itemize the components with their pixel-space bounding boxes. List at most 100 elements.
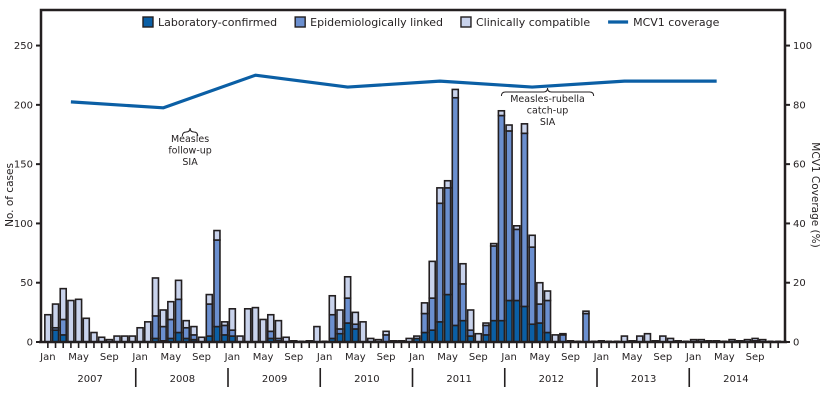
bar-clin <box>420 302 429 315</box>
bar-clin <box>559 332 567 336</box>
bar-clin <box>443 179 452 189</box>
x-year-label: 2012 <box>539 374 564 385</box>
bar-lab <box>520 305 529 343</box>
annotation-text: catch-up <box>527 106 569 117</box>
x-month-label: Sep <box>192 352 211 363</box>
bar-clin <box>543 290 552 302</box>
legend: Laboratory-confirmed Epidemiologically li… <box>142 16 720 29</box>
bar-lab <box>451 324 460 343</box>
bar-stack <box>313 325 321 343</box>
bar-stack <box>220 321 229 343</box>
bar-stack <box>174 279 183 343</box>
bar-stack <box>520 123 529 343</box>
y-tick-label: 250 <box>14 41 33 52</box>
bar-lab <box>489 319 498 343</box>
bar-clin <box>243 307 252 343</box>
coverage-line-layer <box>70 73 717 110</box>
annotation-text: Measles <box>171 134 209 145</box>
legend-label: MCV1 coverage <box>633 16 719 29</box>
bar-clin <box>159 309 167 328</box>
bar-epi <box>159 325 167 342</box>
bar-clin <box>382 330 390 336</box>
bar-lab <box>505 299 513 343</box>
bar-epi <box>220 324 229 336</box>
bar-stack <box>351 311 360 343</box>
legend-label: Clinically compatible <box>476 16 590 29</box>
bar-stack <box>497 109 506 343</box>
bar-clin <box>343 275 352 299</box>
bar-clin <box>482 322 490 327</box>
bar-stack <box>159 309 167 343</box>
bar-epi <box>512 228 521 302</box>
legend-swatch <box>460 16 472 28</box>
x-month-label: Sep <box>653 352 672 363</box>
bar-clin <box>182 319 191 329</box>
bar-clin <box>520 123 529 135</box>
bar-lab <box>512 299 521 343</box>
x-month-label: May <box>68 352 89 363</box>
x-year-label: 2009 <box>262 374 287 385</box>
bar-clin <box>151 277 160 317</box>
x-month-label: Sep <box>561 352 580 363</box>
bar-stack <box>143 321 152 343</box>
bar-epi <box>328 313 337 340</box>
bar-clin <box>143 321 152 343</box>
bar-clin <box>505 124 513 132</box>
bar-stack <box>336 309 344 343</box>
bar-lab <box>51 329 60 343</box>
x-month-label: Jan <box>408 352 424 363</box>
legend-item-epi: Epidemiologically linked <box>294 16 443 29</box>
bar-clin <box>428 260 437 299</box>
x-month-label: May <box>345 352 366 363</box>
bar-stack <box>243 307 252 343</box>
x-month-label: Sep <box>377 352 396 363</box>
bar-clin <box>313 325 321 343</box>
bar-epi <box>167 318 175 340</box>
x-month-label: Jan <box>224 352 240 363</box>
bar-stack <box>582 310 590 343</box>
bar-epi <box>466 329 475 337</box>
bar-clin <box>466 309 475 331</box>
bar-lab <box>443 293 452 343</box>
plot-frame <box>39 8 787 342</box>
bar-lab <box>536 322 544 343</box>
bar-clin <box>497 109 506 117</box>
bar-stack <box>44 313 52 343</box>
bar-clin <box>528 234 536 248</box>
bar-epi <box>228 329 237 337</box>
bar-lab <box>543 331 552 343</box>
bar-clin <box>582 310 590 315</box>
bar-lab <box>436 321 444 343</box>
bar-stack <box>74 298 83 343</box>
bar-clin <box>44 313 52 343</box>
x-month-label: Sep <box>100 352 119 363</box>
bar-stack <box>482 322 490 343</box>
bar-epi <box>420 312 429 334</box>
bar-clin <box>459 262 467 285</box>
y2-axis-title: MCV1 Coverage (%) <box>809 142 821 247</box>
bar-stack <box>136 326 144 343</box>
bar-clin <box>174 279 183 301</box>
x-month-label: Sep <box>746 352 765 363</box>
bar-epi <box>174 298 183 334</box>
bar-clin <box>512 225 521 231</box>
bar-clin <box>266 313 275 333</box>
bar-clin <box>90 331 98 343</box>
y2-tick-label: 20 <box>793 278 806 289</box>
bar-epi <box>520 132 529 308</box>
bar-stack <box>428 260 437 343</box>
bar-epi <box>151 315 160 340</box>
x-month-label: Sep <box>469 352 488 363</box>
bar-stack <box>382 330 390 343</box>
bar-clin <box>82 317 91 343</box>
bar-stack <box>59 287 68 343</box>
plot-border <box>39 8 787 342</box>
bar-stack <box>51 303 60 343</box>
bar-stack <box>536 281 544 343</box>
bar-epi <box>451 96 460 327</box>
bar-clin <box>251 306 260 343</box>
